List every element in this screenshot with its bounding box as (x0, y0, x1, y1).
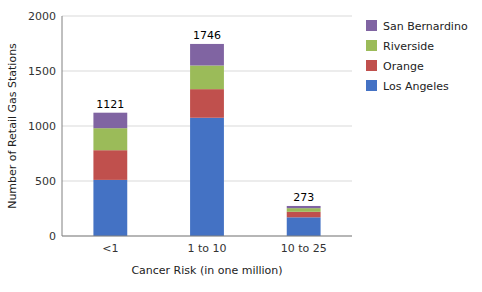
legend-swatch (366, 40, 377, 51)
total-label: 1121 (96, 98, 124, 111)
bar-segment (93, 113, 127, 129)
legend-swatch (366, 80, 377, 91)
bar-segment (190, 89, 224, 118)
y-tick-label: 0 (49, 230, 56, 243)
grid-line (62, 236, 352, 237)
x-tick-label: 10 to 25 (281, 242, 327, 255)
bar-segment (190, 66, 224, 90)
y-tick-label: 500 (35, 175, 56, 188)
bars (93, 44, 320, 236)
bar-segment (287, 208, 321, 212)
x-tick-label: 1 to 10 (187, 242, 226, 255)
legend-swatch (366, 60, 377, 71)
bar-segment (287, 212, 321, 218)
legend-label: Orange (383, 60, 424, 73)
bar-segment (93, 150, 127, 180)
legend-label: Los Angeles (383, 80, 449, 93)
legend-label: Riverside (383, 40, 434, 53)
legend-swatch (366, 20, 377, 31)
total-label: 273 (293, 191, 314, 204)
y-tick-label: 1500 (28, 65, 56, 78)
x-axis-label: Cancer Risk (in one million) (131, 264, 282, 277)
chart: 0 500 1000 1500 2000 1121 1746 273 <1 1 to 10 10 t… (0, 0, 482, 292)
legend-label: San Bernardino (383, 20, 468, 33)
x-axis (62, 236, 352, 237)
y-tick-label: 2000 (28, 10, 56, 23)
legend: San Bernardino Riverside Orange Los Angeles (366, 20, 468, 93)
y-axis-label: Number of Retail Gas Stations (6, 43, 19, 209)
bar-segment (190, 118, 224, 236)
bar-segment (93, 180, 127, 236)
bar-segment (287, 206, 321, 208)
bar-segment (93, 128, 127, 150)
y-axis (62, 16, 63, 236)
y-tick-label: 1000 (28, 120, 56, 133)
total-label: 1746 (193, 29, 221, 42)
bar-segment (190, 44, 224, 66)
grid-line (62, 16, 352, 17)
x-tick-label: <1 (102, 242, 118, 255)
bar-segment (287, 217, 321, 236)
